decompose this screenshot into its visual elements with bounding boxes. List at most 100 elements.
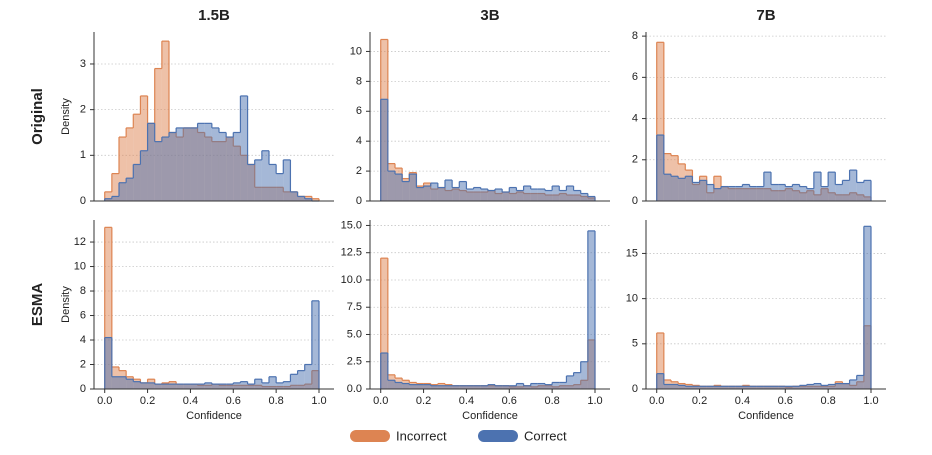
bar xyxy=(656,373,664,389)
bar xyxy=(778,386,786,389)
bar xyxy=(211,127,219,201)
y-tick-label: 5.0 xyxy=(347,328,362,340)
bar xyxy=(494,385,503,389)
bar xyxy=(269,376,277,389)
x-tick-label: 0.0 xyxy=(649,395,664,407)
bar xyxy=(713,386,721,389)
bar xyxy=(283,159,291,201)
bar xyxy=(813,172,822,201)
bar xyxy=(473,385,481,389)
bar xyxy=(742,386,750,389)
bar xyxy=(395,382,403,389)
bar xyxy=(821,385,829,389)
bar xyxy=(119,376,127,389)
bar xyxy=(849,170,857,201)
bar xyxy=(735,186,743,201)
y-tick-label: 4 xyxy=(80,334,86,346)
bar xyxy=(763,386,771,389)
bar xyxy=(111,196,120,201)
bar xyxy=(169,384,177,389)
bar xyxy=(494,189,503,201)
bar xyxy=(756,186,764,201)
bar xyxy=(126,379,134,389)
x-tick-label: 0.2 xyxy=(692,395,707,407)
bar xyxy=(516,190,524,201)
bar xyxy=(671,176,679,201)
bar xyxy=(240,95,248,201)
bar xyxy=(416,384,424,389)
bar xyxy=(240,381,248,389)
bar xyxy=(459,181,467,201)
x-tick-label: 0.6 xyxy=(778,395,793,407)
bar xyxy=(169,132,177,201)
bar xyxy=(211,384,219,389)
bar xyxy=(856,182,864,201)
bar xyxy=(545,384,553,389)
bar xyxy=(395,174,403,201)
bar xyxy=(423,384,431,389)
y-axis-label: Density xyxy=(60,286,72,323)
y-tick-label: 8 xyxy=(632,30,638,42)
bar xyxy=(742,184,750,201)
bar xyxy=(423,186,431,201)
bar xyxy=(706,386,714,389)
bar xyxy=(671,384,679,389)
bar xyxy=(233,382,241,389)
bar xyxy=(828,172,836,201)
x-tick-label: 1.0 xyxy=(311,395,326,407)
bar xyxy=(835,383,843,389)
bar xyxy=(380,353,388,389)
y-tick-label: 10 xyxy=(74,260,86,272)
bar xyxy=(749,386,757,389)
x-axis-label: Confidence xyxy=(462,410,518,422)
bar xyxy=(133,381,141,389)
bar xyxy=(713,188,721,201)
bar xyxy=(197,384,205,389)
bar xyxy=(566,186,574,201)
bar xyxy=(835,184,843,201)
bar xyxy=(516,383,524,389)
bar xyxy=(226,384,234,389)
bar xyxy=(452,187,460,201)
bar xyxy=(247,164,255,201)
bar xyxy=(269,164,277,201)
bar xyxy=(409,174,417,201)
bar xyxy=(792,184,800,201)
bar xyxy=(502,385,510,389)
x-tick-label: 0.0 xyxy=(97,395,112,407)
bar xyxy=(133,114,141,201)
bar xyxy=(530,383,538,389)
x-tick-label: 0.6 xyxy=(502,395,517,407)
bar xyxy=(402,181,410,201)
y-tick-label: 4 xyxy=(632,112,638,124)
y-tick-label: 8 xyxy=(356,75,362,87)
bar xyxy=(430,385,438,389)
column-title: 7B xyxy=(756,7,775,24)
bar xyxy=(311,198,319,201)
bar xyxy=(276,173,284,201)
bar xyxy=(685,176,693,201)
bar xyxy=(509,385,517,389)
bar xyxy=(573,190,581,201)
bar xyxy=(445,180,453,201)
bar xyxy=(437,385,445,389)
y-tick-label: 8 xyxy=(80,285,86,297)
bar xyxy=(552,382,560,389)
bar xyxy=(304,364,312,389)
bar xyxy=(104,227,112,389)
bar xyxy=(126,127,134,201)
bar xyxy=(147,123,155,201)
y-tick-label: 12 xyxy=(74,236,86,248)
bar xyxy=(523,385,531,389)
x-tick-label: 0.4 xyxy=(183,395,198,407)
y-tick-label: 15.0 xyxy=(341,219,362,231)
bar xyxy=(778,184,786,201)
bar xyxy=(770,386,779,389)
bar xyxy=(387,171,396,201)
bar xyxy=(176,384,184,389)
x-tick-label: 0.2 xyxy=(416,395,431,407)
bar xyxy=(487,190,495,201)
y-tick-label: 0.0 xyxy=(347,383,362,395)
bar xyxy=(104,198,112,201)
bar xyxy=(183,127,191,201)
